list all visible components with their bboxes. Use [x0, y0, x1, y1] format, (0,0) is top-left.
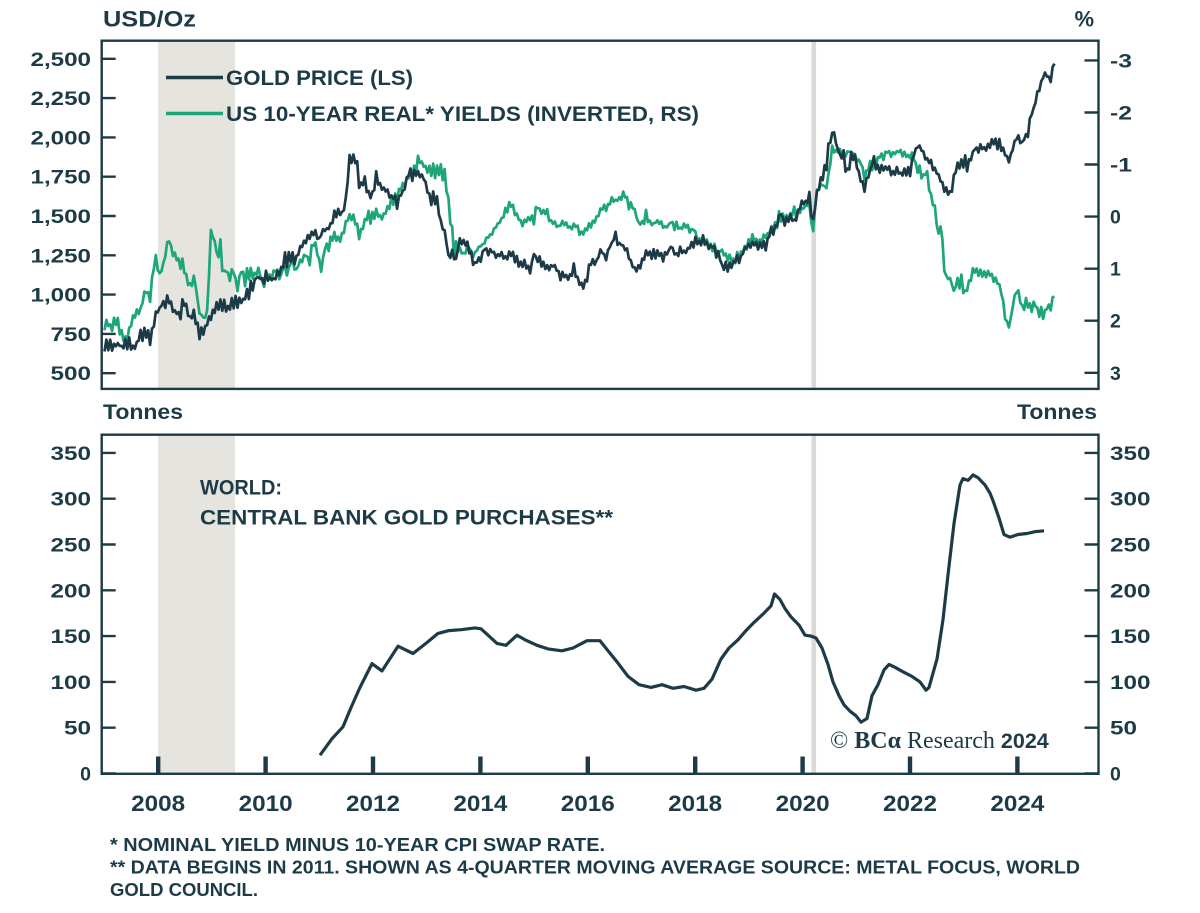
svg-text:© BCα Research 2024: © BCα Research 2024	[830, 728, 1049, 754]
svg-text:2018: 2018	[668, 791, 722, 816]
svg-text:2024: 2024	[990, 791, 1045, 816]
svg-text:2,500: 2,500	[31, 49, 92, 71]
svg-text:3: 3	[1110, 363, 1121, 385]
svg-text:1,750: 1,750	[31, 167, 92, 189]
svg-text:2020: 2020	[776, 791, 830, 816]
svg-text:-3: -3	[1110, 50, 1132, 72]
svg-text:2008: 2008	[131, 791, 185, 816]
svg-text:1: 1	[1110, 259, 1121, 281]
svg-text:50: 50	[64, 718, 91, 740]
svg-text:Tonnes: Tonnes	[103, 401, 183, 424]
svg-text:GOLD COUNCIL.: GOLD COUNCIL.	[110, 880, 258, 900]
svg-text:CENTRAL BANK GOLD PURCHASES**: CENTRAL BANK GOLD PURCHASES**	[200, 507, 614, 530]
svg-text:%: %	[1074, 7, 1094, 32]
svg-text:** DATA BEGINS IN 2011. SHOWN: ** DATA BEGINS IN 2011. SHOWN AS 4-QUART…	[110, 858, 1080, 878]
svg-text:-1: -1	[1110, 155, 1132, 177]
svg-text:-2: -2	[1110, 102, 1132, 124]
svg-text:2012: 2012	[346, 791, 400, 816]
svg-text:350: 350	[51, 443, 92, 465]
svg-text:200: 200	[1110, 580, 1151, 602]
svg-text:0: 0	[80, 764, 91, 786]
svg-text:2,250: 2,250	[31, 88, 92, 110]
svg-text:2: 2	[1110, 311, 1121, 333]
svg-text:1,500: 1,500	[31, 206, 92, 228]
svg-text:2016: 2016	[561, 791, 615, 816]
svg-text:GOLD PRICE (LS): GOLD PRICE (LS)	[226, 67, 413, 90]
svg-text:2022: 2022	[883, 791, 937, 816]
svg-text:* NOMINAL YIELD MINUS 10-YEAR: * NOMINAL YIELD MINUS 10-YEAR CPI SWAP R…	[110, 835, 605, 855]
svg-text:0: 0	[1110, 764, 1121, 786]
svg-text:200: 200	[51, 580, 92, 602]
svg-text:WORLD:: WORLD:	[200, 477, 282, 500]
svg-text:100: 100	[1110, 672, 1151, 694]
svg-text:1,250: 1,250	[31, 245, 92, 267]
svg-text:250: 250	[51, 535, 92, 557]
svg-text:US 10-YEAR REAL* YIELDS (INVER: US 10-YEAR REAL* YIELDS (INVERTED, RS)	[226, 103, 699, 126]
svg-text:2,000: 2,000	[31, 127, 92, 149]
svg-text:1,000: 1,000	[31, 285, 92, 307]
svg-text:150: 150	[51, 626, 92, 648]
svg-text:50: 50	[1110, 718, 1137, 740]
svg-text:750: 750	[51, 324, 92, 346]
svg-text:100: 100	[51, 672, 92, 694]
svg-text:150: 150	[1110, 626, 1151, 648]
svg-text:250: 250	[1110, 535, 1151, 557]
svg-text:2010: 2010	[239, 791, 293, 816]
svg-text:300: 300	[51, 489, 92, 511]
svg-text:Tonnes: Tonnes	[1017, 401, 1097, 424]
svg-text:500: 500	[51, 363, 92, 385]
svg-text:350: 350	[1110, 443, 1151, 465]
svg-text:2014: 2014	[453, 791, 508, 816]
svg-text:USD/Oz: USD/Oz	[103, 7, 196, 32]
svg-text:300: 300	[1110, 489, 1151, 511]
svg-text:0: 0	[1110, 207, 1121, 229]
